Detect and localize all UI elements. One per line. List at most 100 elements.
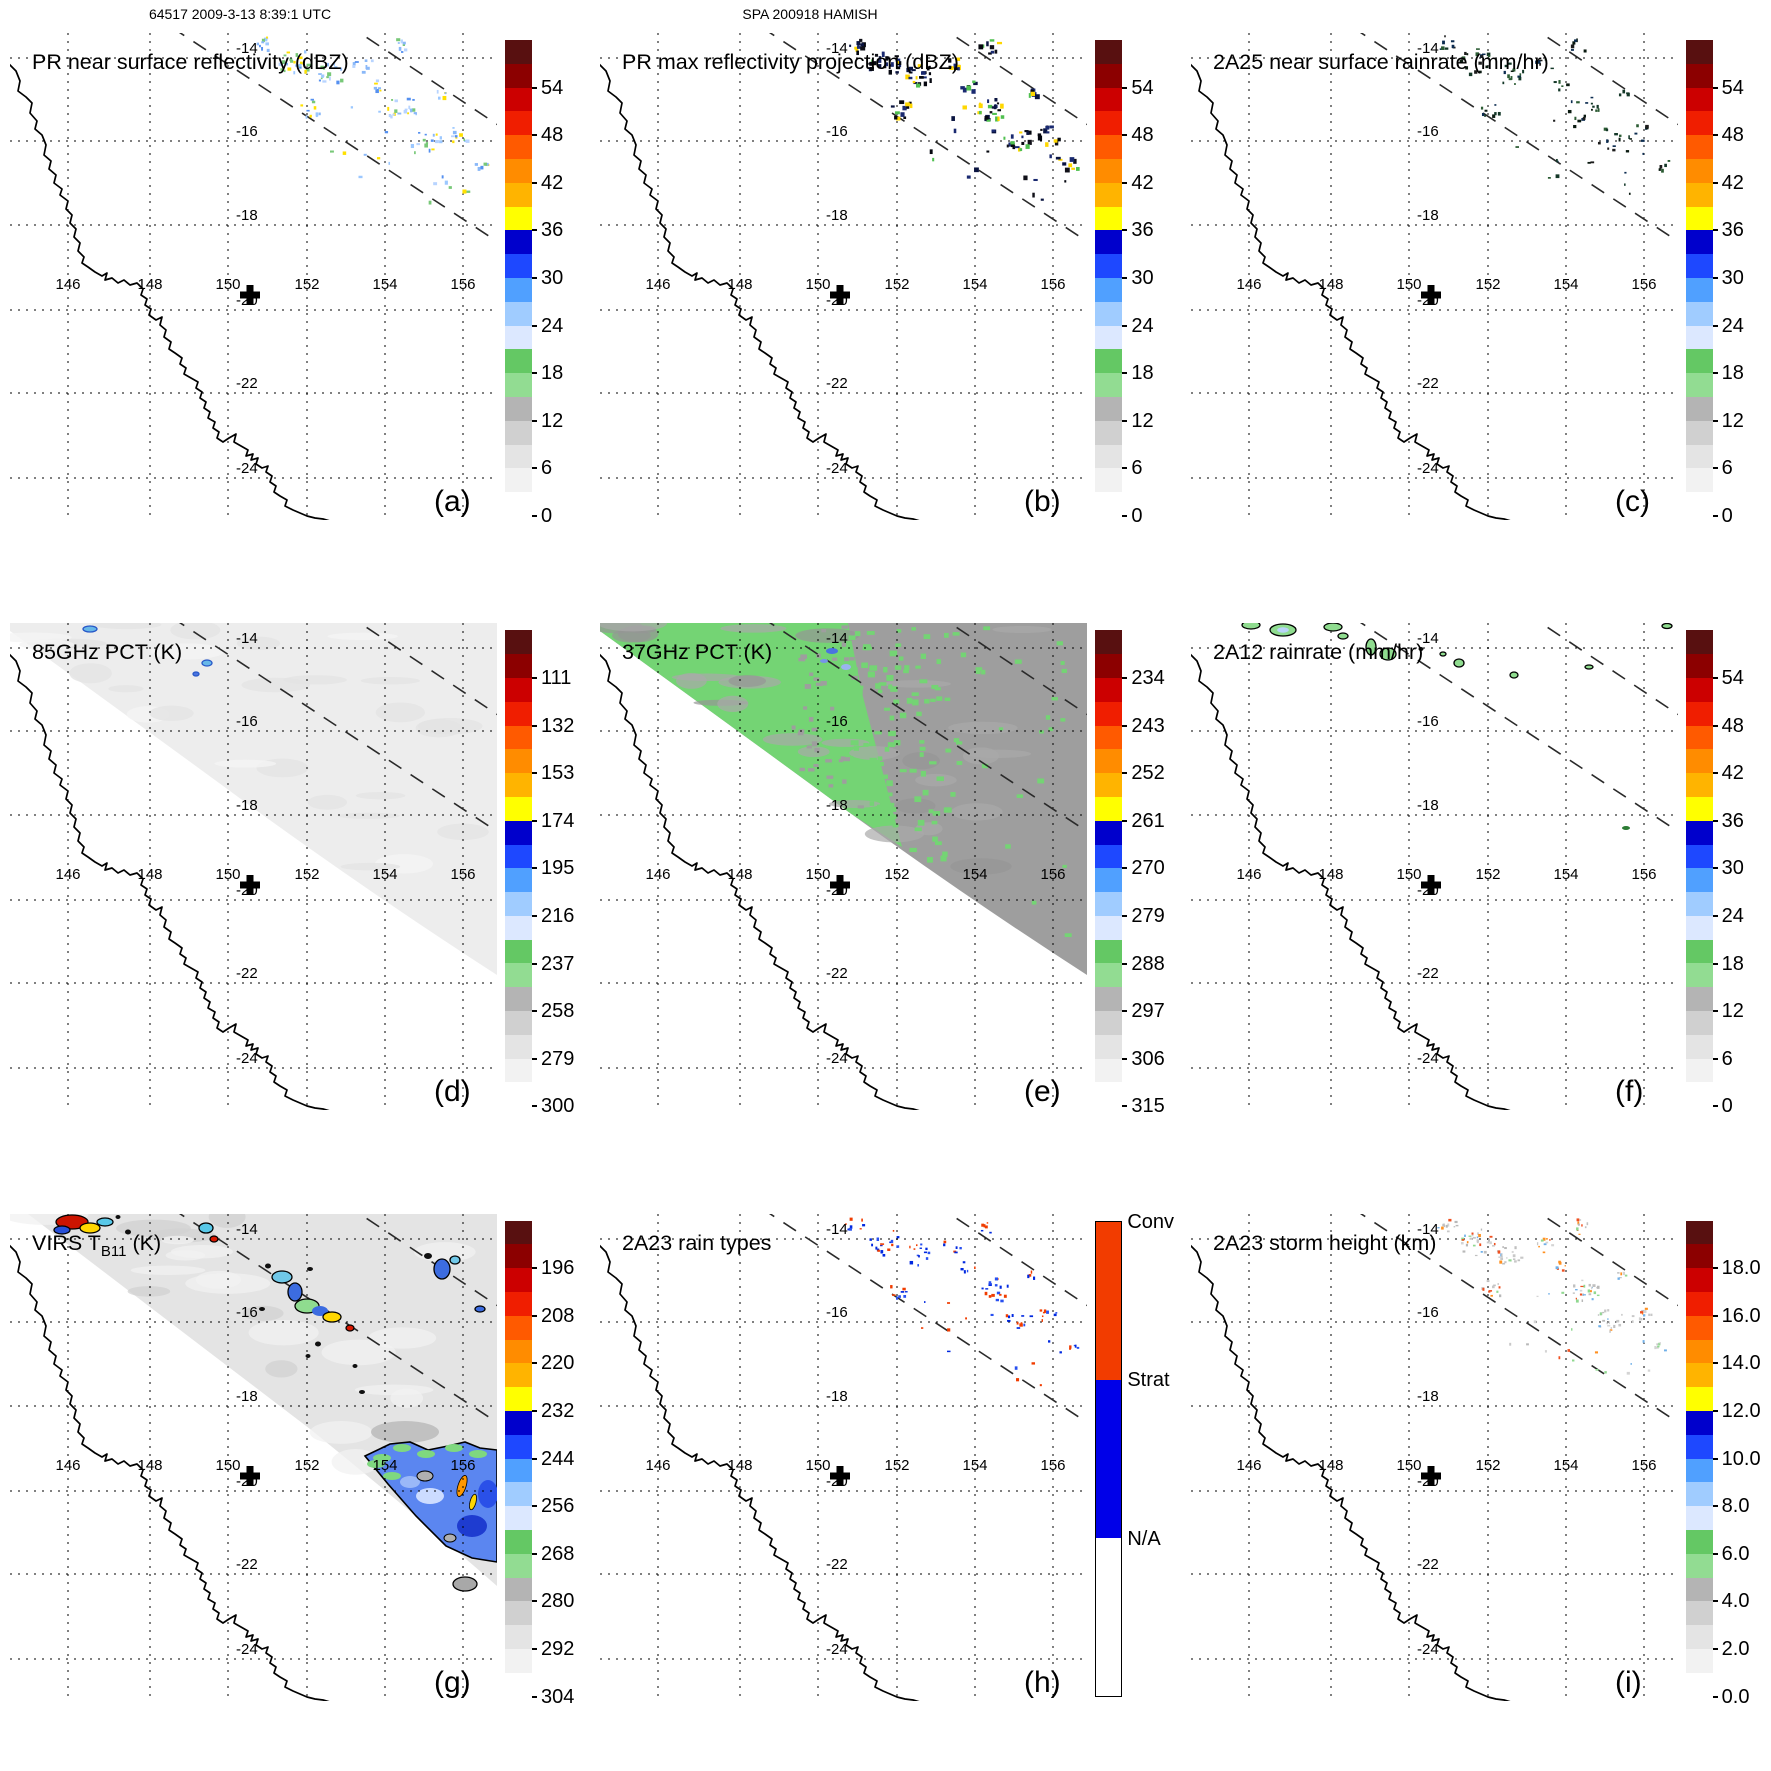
colorbar-tick-label: 279 [1131, 904, 1165, 927]
colorbar-tick-label: 12 [541, 409, 564, 432]
colorbar-tick-label: 0.0 [1721, 1685, 1750, 1708]
panel-letter: (i) [1615, 1666, 1642, 1699]
lon-label: 146 [646, 866, 671, 883]
colorbar-tick-mark [1712, 1505, 1718, 1508]
lat-label: -14 [826, 630, 848, 647]
colorbar-tick-label: 0 [1721, 1095, 1733, 1118]
colorbar-tick-label: 36 [1131, 219, 1154, 242]
colorbar-segment [1095, 492, 1123, 516]
colorbar-tick-label: 42 [1721, 762, 1744, 785]
panel-letter: (h) [1024, 1666, 1061, 1699]
colorbar-tick-mark [532, 277, 537, 279]
colorbar-tick-mark [1122, 134, 1128, 137]
colorbar-segment [505, 987, 532, 1012]
colorbar-tick-mark [1712, 819, 1718, 822]
colorbar-segment [1685, 135, 1713, 159]
colorbar-segment [1685, 939, 1713, 964]
lon-label: 152 [885, 276, 910, 293]
lat-label: -14 [1417, 1221, 1439, 1238]
colorbar-tick-mark [1712, 419, 1718, 422]
lat-label: -18 [1417, 1388, 1439, 1405]
colorbar-tick-label: 0 [541, 505, 553, 527]
cyclone-center-marker [830, 875, 851, 896]
panel-title: 85GHz PCT (K) [32, 640, 182, 664]
lon-label: 148 [728, 1457, 753, 1474]
panel-d: 146148150152154156-14-16-18-20-22-2485GH… [0, 590, 590, 1180]
colorbar-segment [1685, 892, 1713, 916]
lon-label: 154 [963, 1457, 988, 1474]
panel-letter: (e) [1024, 1075, 1061, 1108]
colorbar-tick-mark [532, 1457, 537, 1460]
colorbar-tick-mark [532, 1552, 537, 1555]
colorbar-segment [505, 277, 532, 302]
colorbar-tick-mark [1712, 277, 1718, 279]
storm-identifier: SPA 200918 HAMISH [742, 6, 878, 22]
lon-label: 150 [806, 866, 831, 883]
colorbar-segment [505, 725, 532, 750]
colorbar-segment [1685, 325, 1713, 350]
colorbar-tick-mark [1122, 914, 1128, 917]
lon-label: 148 [1318, 866, 1343, 883]
colorbar-tick-mark [1712, 1057, 1718, 1060]
colorbar-tick-mark [1712, 1600, 1718, 1603]
lat-label: -24 [826, 1050, 848, 1067]
panel-title: 2A23 storm height (km) [1213, 1231, 1436, 1255]
colorbar [505, 630, 532, 1107]
colorbar-segment [1685, 915, 1713, 940]
lat-label: -22 [826, 375, 848, 392]
colorbar-segment [505, 1220, 532, 1245]
colorbar-tick-mark [1122, 181, 1128, 184]
lat-label: -24 [1417, 1050, 1439, 1067]
colorbar-segment [1685, 396, 1713, 421]
colorbar-segment [505, 1601, 532, 1626]
colorbar-tick-label: 18 [1131, 362, 1154, 385]
lon-label: 152 [294, 866, 319, 883]
colorbar-tick-mark [1712, 676, 1718, 679]
colorbar-segment [1685, 301, 1713, 326]
colorbar-segment [505, 1506, 532, 1531]
colorbar-tick-label: 243 [1131, 714, 1165, 737]
colorbar-tick-mark [1122, 962, 1128, 965]
colorbar [1095, 40, 1123, 516]
colorbar-tick-mark [1712, 1267, 1718, 1270]
colorbar-tick-mark [1712, 724, 1718, 727]
colorbar-tick-label: 256 [541, 1495, 575, 1518]
colorbar-tick-mark [1712, 1410, 1718, 1413]
colorbar-segment [505, 63, 532, 88]
colorbar-segment [1685, 820, 1713, 845]
colorbar-segment [1685, 349, 1713, 374]
lat-label: -16 [1417, 1304, 1439, 1321]
colorbar-segment [505, 301, 532, 326]
colorbar-tick-label: 280 [541, 1590, 575, 1613]
lon-label: 148 [728, 276, 753, 293]
lat-label: -22 [236, 1556, 258, 1573]
lat-label: -16 [826, 713, 848, 730]
colorbar-segment [1685, 701, 1713, 726]
colorbar-segment [1685, 206, 1713, 231]
colorbar-segment [1685, 1672, 1713, 1697]
colorbar-tick-label: 292 [541, 1638, 575, 1661]
map-panel-c: 146148150152154156-14-16-18-20-22-242A25… [1190, 33, 1678, 520]
lon-label: 152 [1475, 1457, 1500, 1474]
colorbar-tick-mark [1122, 1057, 1128, 1060]
colorbar-tick-mark [1122, 515, 1128, 517]
lat-label: -18 [236, 797, 258, 814]
colorbar-tick-mark [1712, 134, 1718, 137]
colorbar-segment [505, 1268, 532, 1293]
lon-label: 156 [450, 276, 475, 293]
panel-title: 37GHz PCT (K) [622, 640, 772, 664]
colorbar-tick-label: 42 [1131, 171, 1154, 194]
colorbar-segment [505, 1244, 532, 1269]
colorbar-tick-label: 6.0 [1721, 1542, 1750, 1565]
colorbar [505, 1220, 532, 1697]
panel-title: 2A12 rainrate (mm/hr) [1213, 640, 1423, 664]
lon-label: 152 [294, 1457, 319, 1474]
colorbar-tick-label: 234 [1131, 666, 1165, 689]
colorbar-tick-mark [1712, 1648, 1718, 1651]
colorbar-segment [1685, 1034, 1713, 1059]
lon-label: 152 [294, 276, 319, 293]
lon-label: 150 [215, 1457, 240, 1474]
lon-label: 154 [1553, 1457, 1578, 1474]
colorbar-tick-label: 6 [1131, 457, 1143, 480]
lat-label: -18 [1417, 797, 1439, 814]
